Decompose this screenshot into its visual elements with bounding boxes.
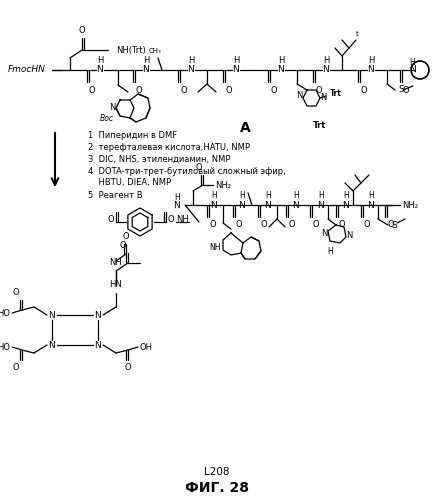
- Text: H: H: [187, 56, 194, 65]
- Text: N: N: [292, 200, 299, 209]
- Text: 5  Реагент B: 5 Реагент B: [88, 190, 142, 200]
- Text: N: N: [367, 66, 374, 74]
- Text: O: O: [12, 288, 19, 297]
- Text: 1  Пиперидин в DMF: 1 Пиперидин в DMF: [88, 130, 177, 140]
- Text: O: O: [210, 220, 216, 229]
- Text: N: N: [173, 200, 180, 209]
- Text: H: H: [142, 56, 149, 65]
- Text: H: H: [264, 191, 270, 200]
- Text: NH: NH: [176, 214, 188, 224]
- Text: N: N: [264, 200, 271, 209]
- Text: H: H: [239, 191, 244, 200]
- Text: N: N: [321, 228, 327, 237]
- Text: O: O: [288, 220, 295, 229]
- Text: O: O: [181, 86, 187, 95]
- Text: H: H: [97, 56, 103, 65]
- Text: O: O: [360, 86, 367, 95]
- Text: O: O: [107, 214, 114, 224]
- Text: H: H: [277, 56, 283, 65]
- Text: S: S: [390, 220, 396, 230]
- Text: 3  DIC, NHS, этилендиамин, NMP: 3 DIC, NHS, этилендиамин, NMP: [88, 154, 230, 164]
- Text: t: t: [355, 31, 358, 37]
- Text: NH: NH: [109, 258, 122, 267]
- Text: L208: L208: [204, 467, 229, 477]
- Text: N: N: [408, 66, 415, 74]
- Text: O: O: [89, 86, 95, 95]
- Text: N: N: [232, 66, 239, 74]
- Text: HN: HN: [109, 280, 122, 289]
- Text: 2  терефталевая кислота,HATU, NMP: 2 терефталевая кислота,HATU, NMP: [88, 142, 250, 152]
- Text: O: O: [122, 232, 129, 241]
- Text: HBTU, DIEA, NMP: HBTU, DIEA, NMP: [88, 178, 171, 188]
- Text: H: H: [408, 58, 414, 67]
- Text: N: N: [367, 200, 374, 209]
- Text: Trt: Trt: [329, 90, 341, 98]
- Text: NH₂: NH₂: [401, 200, 417, 209]
- Text: O: O: [125, 363, 131, 372]
- Text: H: H: [367, 191, 373, 200]
- Text: N: N: [342, 200, 349, 209]
- Text: O: O: [119, 241, 126, 250]
- Text: O: O: [226, 86, 232, 95]
- Text: Trt: Trt: [312, 120, 326, 130]
- Text: N: N: [277, 66, 284, 74]
- Text: N: N: [109, 104, 116, 112]
- Text: O: O: [363, 220, 370, 229]
- Text: NH₂: NH₂: [214, 180, 230, 190]
- Text: NH: NH: [209, 242, 220, 252]
- Text: H: H: [232, 56, 239, 65]
- Text: O: O: [195, 163, 202, 172]
- Text: H: H: [174, 193, 180, 202]
- Text: H: H: [317, 191, 323, 200]
- Text: O: O: [260, 220, 267, 229]
- Text: O: O: [402, 86, 409, 95]
- Text: H: H: [326, 247, 332, 256]
- Text: N: N: [142, 66, 149, 74]
- Text: 4  DOTA-три-трет-бутиловый сложный эфир,: 4 DOTA-три-трет-бутиловый сложный эфир,: [88, 166, 285, 175]
- Text: N: N: [345, 230, 352, 239]
- Text: H: H: [210, 191, 217, 200]
- Text: N: N: [49, 340, 55, 349]
- Text: N: N: [95, 310, 101, 320]
- Text: OH: OH: [140, 342, 153, 351]
- Text: H: H: [342, 191, 348, 200]
- Text: O: O: [338, 220, 345, 229]
- Text: H: H: [322, 56, 329, 65]
- Text: N: N: [187, 66, 194, 74]
- Text: O: O: [12, 363, 19, 372]
- Text: O: O: [168, 214, 174, 224]
- Text: N: N: [238, 200, 245, 209]
- Text: FmocHN: FmocHN: [8, 66, 46, 74]
- Text: HO: HO: [0, 308, 10, 318]
- Text: NH(Trt): NH(Trt): [116, 46, 145, 54]
- Text: O: O: [79, 26, 85, 35]
- Text: N: N: [210, 200, 217, 209]
- Text: O: O: [312, 220, 319, 229]
- Text: N: N: [49, 310, 55, 320]
- Text: N: N: [319, 94, 326, 102]
- Text: O: O: [315, 86, 322, 95]
- Text: CH₃: CH₃: [148, 48, 161, 54]
- Text: N: N: [95, 340, 101, 349]
- Text: N: N: [317, 200, 324, 209]
- Text: N: N: [96, 66, 103, 74]
- Text: Boc: Boc: [100, 114, 114, 123]
- Text: HO: HO: [0, 342, 10, 351]
- Text: H: H: [293, 191, 298, 200]
- Text: A: A: [239, 121, 250, 135]
- Text: O: O: [136, 86, 142, 95]
- Text: O: O: [270, 86, 277, 95]
- Text: ФИГ. 28: ФИГ. 28: [184, 481, 248, 495]
- Text: O: O: [236, 220, 242, 229]
- Text: S: S: [397, 86, 403, 94]
- Text: N: N: [322, 66, 329, 74]
- Text: N: N: [296, 92, 302, 100]
- Text: O: O: [387, 220, 394, 229]
- Text: H: H: [367, 56, 373, 65]
